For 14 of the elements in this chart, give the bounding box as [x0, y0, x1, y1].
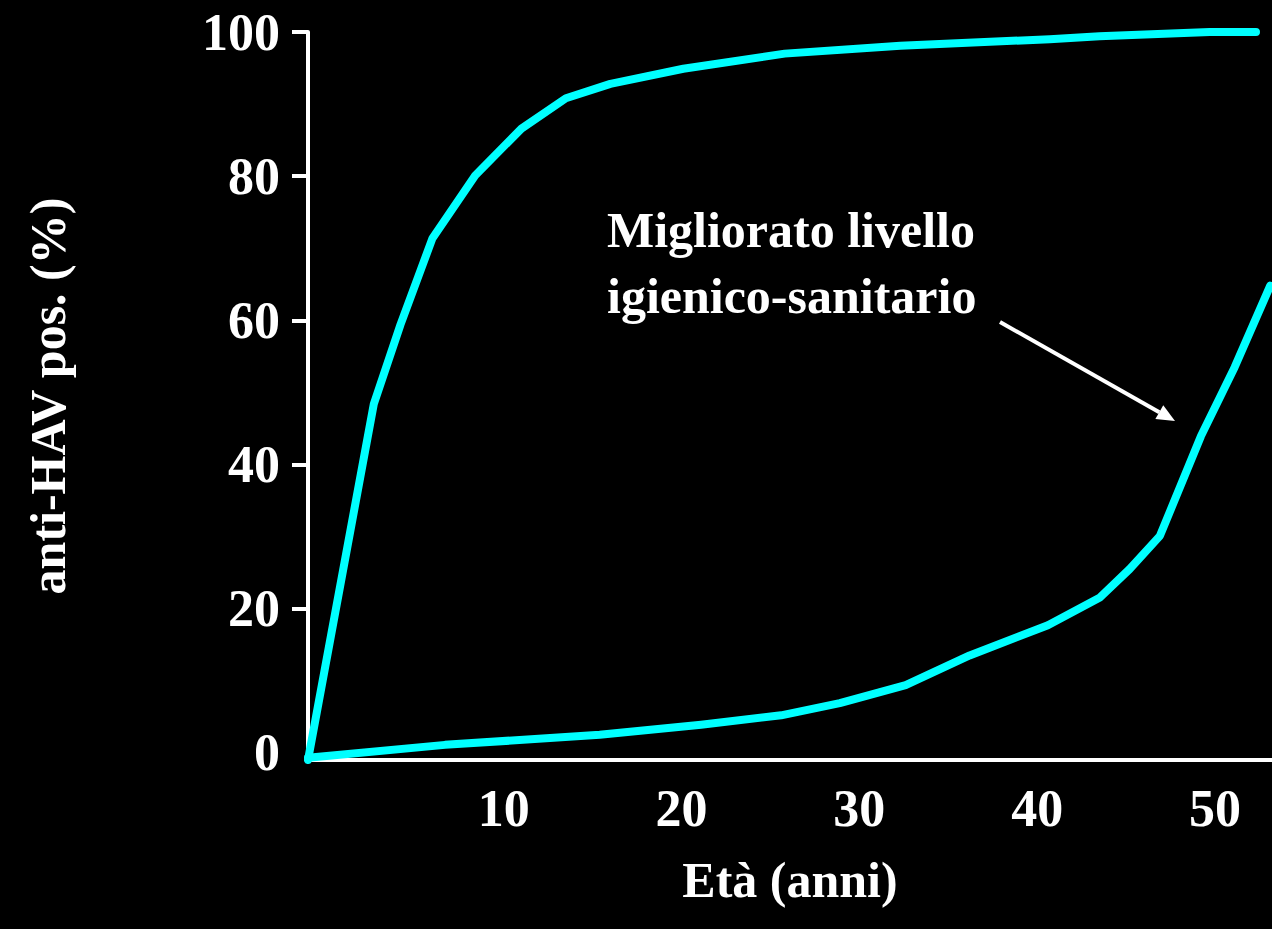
y-tick-label: 100	[202, 3, 280, 61]
x-tick-label: 10	[477, 779, 530, 837]
y-tick-label: 80	[228, 147, 280, 205]
x-tick-label: 30	[833, 779, 886, 837]
x-axis-title: Età (anni)	[682, 852, 898, 908]
x-tick-label: 40	[1011, 779, 1064, 837]
y-tick-label: 40	[228, 435, 280, 493]
y-tick-label: 0	[254, 724, 280, 782]
y-tick-label: 60	[228, 291, 280, 349]
x-tick-label: 50	[1189, 779, 1242, 837]
y-tick-label: 20	[228, 580, 280, 638]
y-axis-title: anti-HAV pos. (%)	[20, 197, 76, 595]
annotation: Migliorato livello igienico-sanitario	[607, 202, 977, 324]
x-tick-label: 20	[655, 779, 708, 837]
